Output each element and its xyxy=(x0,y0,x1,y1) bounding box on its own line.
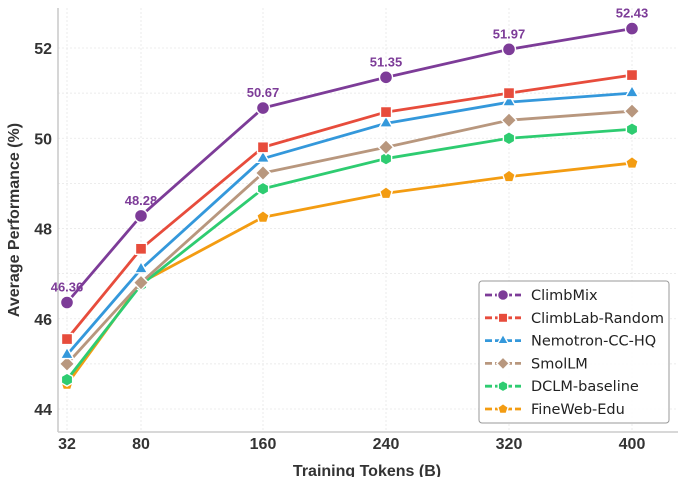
data-point xyxy=(60,372,74,387)
data-point xyxy=(60,332,74,346)
legend: ClimbMix ClimbLab-Random Nemotron-CC-HQ Smo… xyxy=(478,280,670,424)
x-tick-label: 320 xyxy=(496,436,523,453)
data-point xyxy=(59,295,75,310)
data-point xyxy=(379,105,393,119)
data-point xyxy=(501,42,517,57)
data-point xyxy=(377,138,395,156)
data-point xyxy=(59,345,75,360)
legend-entry: ClimbMix xyxy=(485,288,598,304)
x-tick-label: 160 xyxy=(250,436,277,453)
legend-entry: Nemotron-CC-HQ xyxy=(485,332,656,350)
data-label: 46.36 xyxy=(51,280,84,295)
data-label: 50.67 xyxy=(247,85,280,100)
legend-marker xyxy=(495,356,511,371)
series-layer xyxy=(58,21,641,391)
data-point xyxy=(133,208,149,224)
series-climbmix xyxy=(59,21,640,310)
data-point xyxy=(133,260,149,274)
series-line xyxy=(65,91,633,356)
data-point xyxy=(624,21,640,36)
legend-marker xyxy=(496,332,510,345)
y-tick-label: 48 xyxy=(34,222,52,239)
data-point xyxy=(623,102,641,120)
y-tick-label: 44 xyxy=(34,402,52,419)
legend-entry: FineWeb-Edu xyxy=(485,402,625,418)
data-labels: 46.36 48.28 50.67 51.35 51.97 52.43 xyxy=(51,6,649,295)
series-climblab-random xyxy=(60,68,639,346)
data-point xyxy=(378,114,394,128)
data-label: 52.43 xyxy=(616,6,649,21)
data-point xyxy=(500,111,518,129)
series-line xyxy=(65,109,633,365)
legend-label: SmolLM xyxy=(531,356,588,372)
legend-marker xyxy=(497,312,509,324)
legend-entry: SmolLM xyxy=(485,356,588,372)
x-tick-label: 80 xyxy=(132,436,150,453)
legend-label: ClimbMix xyxy=(531,288,598,304)
data-point xyxy=(58,355,76,373)
legend-label: FineWeb-Edu xyxy=(531,402,625,418)
series-line xyxy=(65,73,633,340)
data-point xyxy=(256,141,270,154)
series-smollm xyxy=(58,102,641,373)
data-point xyxy=(254,164,272,182)
x-tick-label: 240 xyxy=(373,436,400,453)
data-point xyxy=(378,70,394,85)
legend-entry: DCLM-baseline xyxy=(485,379,639,395)
x-axis-title: Training Tokens (B) xyxy=(293,463,441,477)
data-point xyxy=(502,86,516,100)
y-tick-label: 50 xyxy=(34,131,52,148)
data-point xyxy=(255,149,271,163)
data-label: 51.35 xyxy=(370,54,403,69)
legend-label: DCLM-baseline xyxy=(531,379,639,395)
legend-label: ClimbLab-Random xyxy=(531,311,664,327)
legend-marker xyxy=(496,402,510,415)
legend-entry: ClimbLab-Random xyxy=(485,311,664,327)
y-axis-title: Average Performance (%) xyxy=(6,123,23,317)
legend-label: Nemotron-CC-HQ xyxy=(531,334,656,350)
data-point xyxy=(379,151,393,166)
series-dclm-baseline xyxy=(60,121,639,387)
data-point xyxy=(625,121,639,137)
x-tick-label: 32 xyxy=(58,436,76,453)
data-point xyxy=(134,242,148,256)
data-point xyxy=(501,93,517,107)
legend-box xyxy=(478,280,670,424)
data-point xyxy=(625,68,639,82)
data-point xyxy=(378,185,394,200)
data-point xyxy=(501,169,517,183)
series-nemotron-cc-hq xyxy=(59,84,640,360)
legend-marker xyxy=(497,379,509,393)
data-point xyxy=(624,155,640,170)
legend-marker xyxy=(496,288,510,302)
data-point xyxy=(256,181,270,197)
data-point xyxy=(624,84,640,98)
y-tick-label: 46 xyxy=(34,312,52,329)
data-point xyxy=(132,274,150,292)
data-point xyxy=(255,100,271,116)
x-tick-label: 400 xyxy=(619,436,646,453)
data-label: 51.97 xyxy=(493,26,526,41)
y-tick-label: 52 xyxy=(34,41,52,58)
data-point xyxy=(255,209,271,224)
data-point xyxy=(502,130,516,146)
series-line xyxy=(65,27,633,304)
data-label: 48.28 xyxy=(125,193,158,208)
series-line xyxy=(65,127,633,381)
axes: 44 46 48 50 52 32 80 160 240 320 400 xyxy=(34,8,678,453)
